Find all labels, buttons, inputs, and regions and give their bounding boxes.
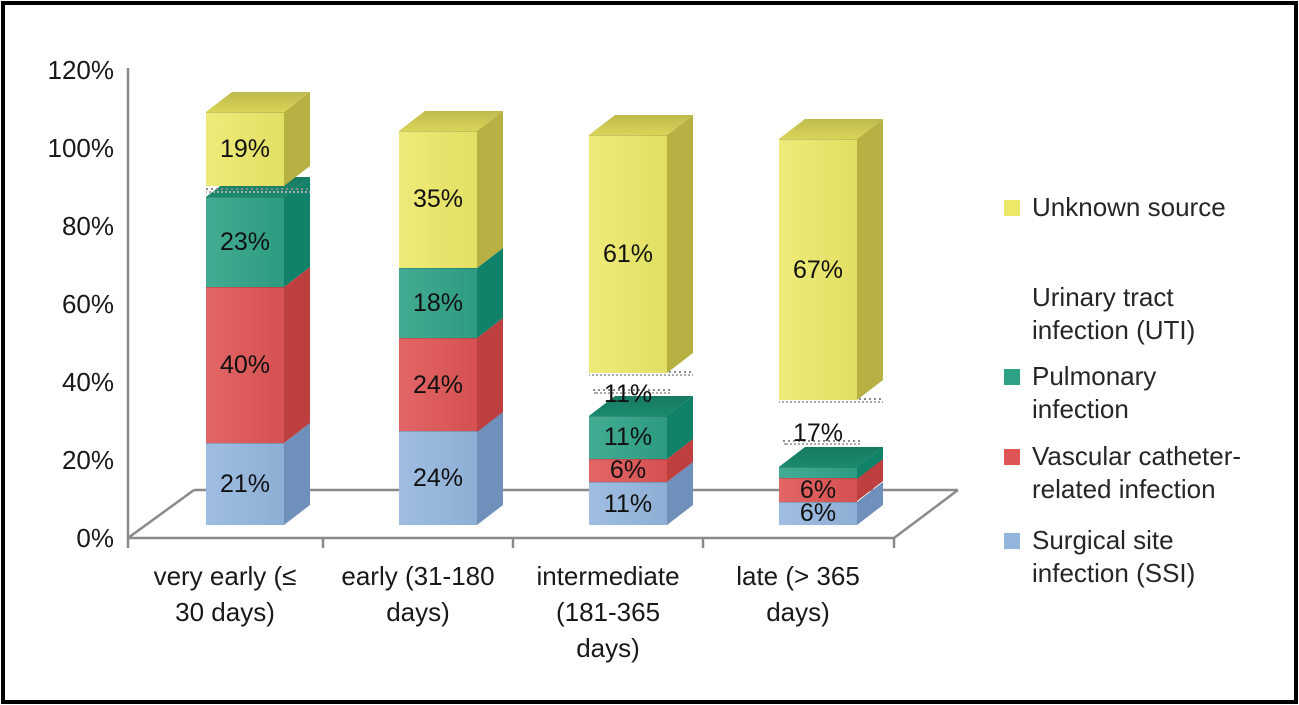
segment-value-label: 67% bbox=[792, 255, 844, 284]
legend-label-vascular: Vascular catheter-related infection bbox=[1032, 440, 1292, 506]
x-axis-category-line: days) bbox=[766, 597, 830, 627]
segment-value-label: 19% bbox=[219, 134, 271, 163]
x-axis-category-line: (181-365 bbox=[555, 597, 661, 627]
floor-left-edge bbox=[127, 488, 195, 540]
bar-segment-pulmonary bbox=[779, 466, 857, 479]
bar-segment-vascular bbox=[779, 478, 857, 502]
x-axis-category-line: intermediate bbox=[536, 561, 680, 591]
legend-label-ssi: Surgical site infection (SSI) bbox=[1032, 524, 1292, 590]
uti-hatch-edge bbox=[206, 188, 310, 194]
x-axis-category-line: late (> 365 bbox=[736, 561, 860, 591]
segment-value-label: 21% bbox=[219, 470, 271, 499]
legend-label-line: infection (SSI) bbox=[1032, 558, 1196, 588]
y-axis-tick-label: 60% bbox=[61, 289, 114, 319]
legend-swatch-uti bbox=[1004, 290, 1020, 306]
bar-segment-ssi bbox=[399, 431, 477, 525]
y-axis-tick-label: 40% bbox=[61, 367, 114, 397]
legend-label-line: Unknown source bbox=[1032, 192, 1226, 222]
legend-label-line: infection bbox=[1032, 394, 1129, 424]
segment-value-label: 35% bbox=[412, 185, 464, 214]
bar-segment-pulmonary bbox=[589, 415, 667, 459]
x-axis-category-label: late (> 365 days) bbox=[702, 558, 894, 630]
bar-segment-unknown bbox=[589, 135, 667, 373]
floor-right-edge bbox=[893, 489, 959, 539]
legend-label-line: Pulmonary bbox=[1032, 361, 1157, 391]
legend-swatch-ssi bbox=[1004, 533, 1020, 549]
segment-value-label: 24% bbox=[412, 464, 464, 493]
bar-segment-unknown bbox=[206, 111, 284, 186]
uti-hatch-edge bbox=[779, 398, 883, 404]
y-axis-tick-label: 80% bbox=[61, 211, 114, 241]
segment-value-label: 11% bbox=[603, 423, 653, 452]
legend-label-line: related infection bbox=[1032, 474, 1216, 504]
x-axis-category-label: early (31-180 days) bbox=[322, 558, 514, 630]
bar-segment-vascular bbox=[589, 458, 667, 483]
segment-value-label: 61% bbox=[602, 239, 654, 268]
y-axis-tick-label: 20% bbox=[61, 445, 114, 475]
y-axis-tick-label: 100% bbox=[47, 133, 115, 163]
x-axis-category-line: 30 days) bbox=[175, 597, 275, 627]
legend-label-uti: Urinary tract infection (UTI) bbox=[1032, 281, 1292, 347]
bar-segment-unknown bbox=[399, 131, 477, 268]
bar-segment-unknown bbox=[779, 138, 857, 401]
legend-swatch-pulmonary bbox=[1004, 369, 1020, 385]
segment-value-label: 11% bbox=[603, 380, 653, 409]
legend-label-pulmonary: Pulmonary infection bbox=[1032, 360, 1292, 426]
legend-swatch-unknown bbox=[1004, 200, 1020, 216]
x-axis-category-label: intermediate (181-365 days) bbox=[512, 558, 704, 666]
x-axis-category-label: very early (≤ 30 days) bbox=[129, 558, 321, 630]
x-axis-category-line: days) bbox=[576, 633, 640, 663]
segment-value-label: 6% bbox=[799, 475, 837, 504]
legend-label-line: Surgical site bbox=[1032, 525, 1174, 555]
uti-hatch-edge bbox=[589, 370, 693, 376]
legend-swatch-vascular bbox=[1004, 449, 1020, 465]
x-axis-category-line: days) bbox=[386, 597, 450, 627]
legend-label-line: Urinary tract bbox=[1032, 282, 1174, 312]
x-axis-category-line: early (31-180 bbox=[341, 561, 495, 591]
bar-segment-pulmonary bbox=[399, 267, 477, 338]
bar-segment-ssi bbox=[589, 482, 667, 525]
segment-value-label: 24% bbox=[412, 370, 464, 399]
segment-value-label: 40% bbox=[219, 351, 271, 380]
bar-segment-pulmonary bbox=[206, 197, 284, 288]
segment-value-label: 11% bbox=[603, 489, 653, 518]
legend-label-line: Vascular catheter- bbox=[1032, 441, 1242, 471]
uti-hatch-edge bbox=[783, 439, 861, 445]
bar-segment-ssi bbox=[206, 443, 284, 525]
segment-value-label: 6% bbox=[799, 499, 837, 528]
segment-value-label: 6% bbox=[609, 456, 647, 485]
bar-segment-vascular bbox=[399, 337, 477, 432]
segment-value-label: 23% bbox=[219, 228, 271, 257]
bar-segment-ssi bbox=[779, 501, 857, 525]
x-axis-category-line: very early (≤ bbox=[153, 561, 297, 591]
y-axis-tick-label: 0% bbox=[76, 523, 114, 553]
uti-hatch-edge bbox=[593, 388, 671, 394]
segment-value-label: 17% bbox=[792, 419, 844, 448]
y-axis-tick-label: 120% bbox=[47, 55, 115, 85]
segment-value-label: 18% bbox=[412, 288, 464, 317]
bar-segment-vascular bbox=[206, 287, 284, 444]
legend-label-line: infection (UTI) bbox=[1032, 315, 1196, 345]
legend-label-unknown: Unknown source bbox=[1032, 191, 1292, 224]
